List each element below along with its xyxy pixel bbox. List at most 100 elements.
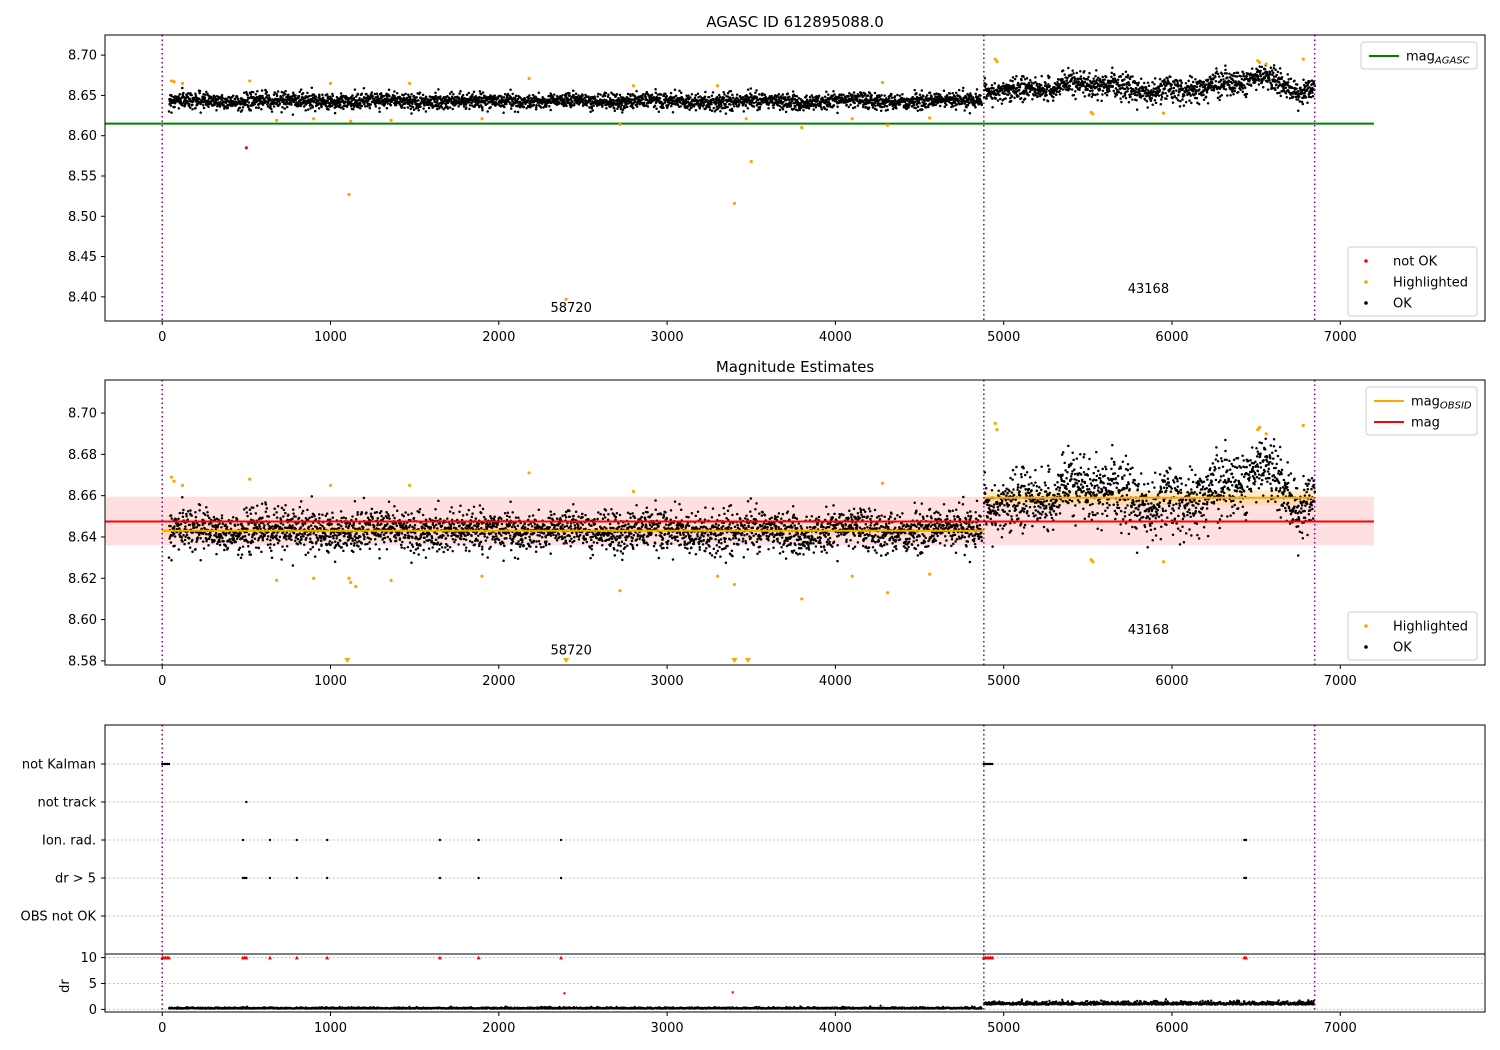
ok-point — [358, 96, 361, 100]
ok-point — [607, 93, 610, 96]
ok-point — [1278, 67, 1282, 70]
ok-point — [1298, 100, 1302, 103]
ok-point — [205, 538, 209, 541]
ok-point — [355, 100, 358, 104]
ok-point — [890, 93, 893, 96]
ok-point — [621, 111, 624, 114]
ok-point — [993, 82, 997, 85]
ok-point — [629, 94, 632, 98]
ok-point — [528, 94, 531, 97]
ok-point — [750, 94, 753, 97]
ok-point — [1135, 108, 1139, 111]
ok-point — [1123, 94, 1127, 97]
ok-point — [1241, 87, 1245, 90]
ok-point — [1082, 84, 1085, 87]
ok-point — [1285, 95, 1289, 99]
ok-point — [199, 559, 202, 562]
highlighted-point — [631, 84, 636, 88]
ok-point — [745, 101, 749, 104]
ok-point — [1304, 96, 1308, 99]
ok-point — [1112, 89, 1115, 93]
ok-point — [654, 91, 658, 95]
ok-point — [362, 87, 366, 90]
ok-point — [226, 106, 230, 110]
ok-point — [1248, 79, 1251, 82]
ok-point — [856, 104, 860, 107]
ok-point — [331, 94, 335, 98]
ok-point — [1153, 82, 1156, 86]
ok-point — [321, 93, 324, 97]
ok-point — [257, 106, 261, 110]
ok-point — [1295, 83, 1299, 86]
ok-point — [1225, 72, 1228, 75]
ok-point — [437, 88, 440, 91]
ok-point — [415, 96, 418, 99]
ok-point — [1130, 92, 1133, 96]
ok-point — [411, 106, 415, 109]
ok-point — [316, 103, 320, 106]
ok-point — [1195, 97, 1199, 100]
ok-point — [664, 92, 667, 96]
ok-point — [1138, 89, 1141, 93]
ok-point — [1002, 82, 1005, 85]
ok-point — [635, 105, 639, 108]
y-tick-label: 8.70 — [68, 49, 97, 64]
ok-point — [790, 102, 793, 105]
ok-point — [1070, 73, 1073, 77]
ok-point — [1135, 88, 1138, 91]
ok-point — [1004, 97, 1007, 100]
ok-point — [1188, 99, 1191, 102]
ok-point — [634, 100, 637, 103]
ok-point — [1121, 72, 1125, 76]
ok-point — [330, 104, 334, 107]
highlighted-point — [408, 81, 412, 85]
ok-point — [266, 102, 270, 105]
ok-point — [1122, 83, 1126, 86]
ok-point — [403, 106, 406, 110]
ok-point — [193, 522, 196, 526]
highlighted-point — [928, 116, 932, 120]
ok-point — [1242, 84, 1246, 87]
ok-point — [781, 93, 785, 96]
ok-point — [213, 539, 216, 542]
ok-point — [325, 101, 328, 105]
ok-point — [1087, 75, 1090, 79]
ok-point — [409, 107, 412, 111]
ok-point — [1104, 75, 1108, 79]
ok-point — [1224, 64, 1227, 67]
ok-point — [314, 95, 318, 98]
ok-point — [1088, 71, 1091, 75]
ok-point — [236, 109, 240, 112]
ok-point — [752, 105, 756, 108]
ok-point — [1217, 75, 1221, 78]
ok-point — [1220, 72, 1224, 76]
ok-point — [1028, 78, 1032, 82]
ok-point — [1092, 79, 1096, 83]
ok-point — [386, 102, 390, 105]
ok-point — [251, 104, 255, 107]
ok-point — [1119, 92, 1123, 95]
highlighted-point — [618, 122, 622, 127]
ok-point — [553, 93, 556, 96]
ok-point — [1311, 91, 1314, 94]
legend-label: not OK — [1393, 255, 1438, 270]
ok-point — [856, 98, 859, 101]
ok-point — [961, 102, 964, 105]
ok-point — [1078, 88, 1081, 92]
ok-point — [832, 89, 835, 93]
ok-point — [984, 83, 988, 86]
ok-point — [235, 95, 239, 98]
ok-point — [568, 94, 571, 97]
ok-point — [920, 89, 924, 92]
ok-point — [1211, 81, 1214, 85]
ok-point — [1166, 94, 1169, 98]
ok-point — [1154, 101, 1158, 105]
y-tick-label: 8.55 — [68, 169, 97, 184]
ok-point — [191, 103, 194, 106]
ok-point — [1268, 79, 1271, 82]
ok-point — [467, 100, 471, 104]
ok-point — [313, 109, 317, 113]
ok-point — [1284, 91, 1288, 95]
ok-point — [784, 110, 788, 114]
ok-point — [657, 110, 661, 113]
